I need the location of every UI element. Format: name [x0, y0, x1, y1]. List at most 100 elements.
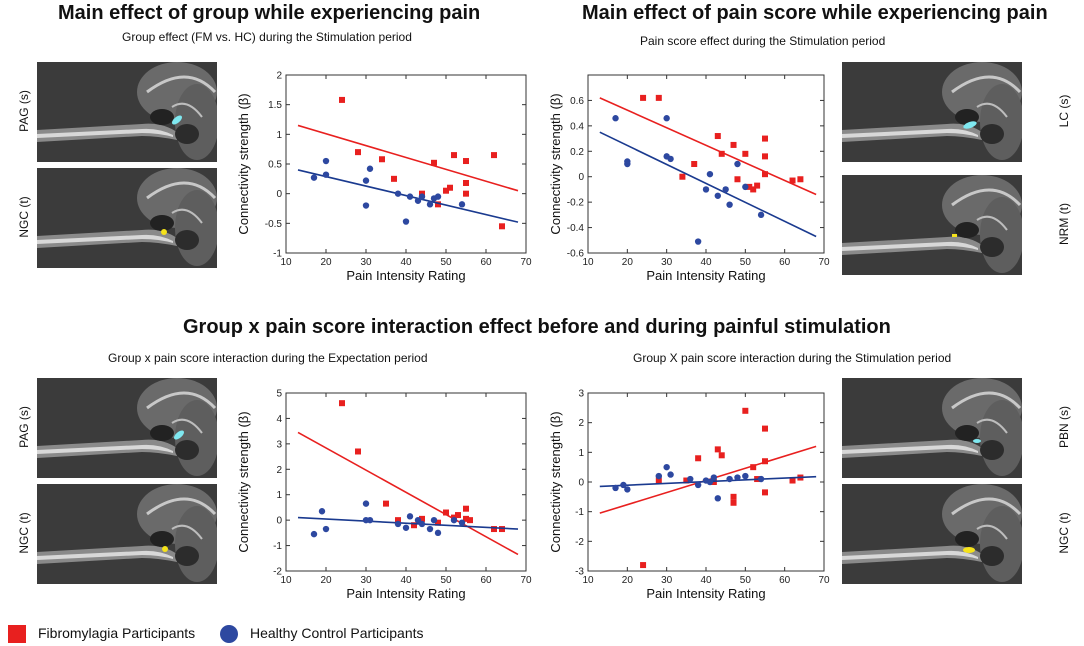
subtitle-panel3: Group x pain score interaction during th…	[108, 351, 428, 365]
fm-point	[355, 448, 361, 455]
plot-frame	[285, 392, 527, 572]
fm-point	[455, 512, 461, 519]
label-p3-top: PAG (s)	[17, 406, 31, 448]
hc-point	[706, 478, 714, 486]
plot-frame	[587, 74, 825, 254]
roi-marker	[162, 546, 168, 552]
fm-point	[762, 489, 768, 496]
fm-point	[655, 94, 662, 101]
hc-point	[322, 157, 330, 165]
fm-fit-line	[297, 124, 519, 192]
y-tick-label: 0	[578, 172, 584, 183]
fm-point	[789, 477, 796, 484]
y-axis-label: Connectivity strength (β)	[236, 93, 251, 234]
fm-point	[443, 509, 449, 516]
fm-point	[762, 153, 768, 160]
fm-point	[499, 223, 505, 230]
x-tick-label: 30	[360, 575, 372, 586]
chart-pain-effect: 10 20 30 40 50 60 70 -0.6 -0.4 -0.2 0 0.2 0.4 0.6 Pain…	[548, 74, 830, 283]
fm-point	[730, 493, 737, 500]
hc-point	[458, 201, 466, 208]
heading-pain-effect: Main effect of pain score while experien…	[582, 2, 1048, 24]
fm-point	[463, 158, 469, 165]
chart-group-effect: 10 20 30 40 50 60 70 -1 -0.5 0 0.5 1 1.5 2 Pain Intens…	[236, 71, 532, 284]
hc-point	[434, 529, 442, 537]
x-tick-label: 40	[400, 257, 412, 268]
brain-image-p4-bottom	[842, 484, 1022, 584]
label-p2-bottom: NRM (t)	[1057, 203, 1071, 245]
y-axis-label: Connectivity strength (β)	[236, 411, 251, 552]
hc-point	[726, 201, 733, 208]
plot-area	[297, 96, 519, 230]
y-tick-label: 0.2	[570, 147, 584, 158]
hc-point	[310, 174, 318, 181]
hc-point	[394, 190, 402, 197]
x-tick-label: 60	[480, 257, 492, 268]
y-tick-label: 5	[276, 389, 282, 400]
y-tick-label: 3	[276, 439, 282, 450]
hc-point	[402, 218, 410, 225]
hc-point	[362, 500, 370, 507]
y-tick-label: 1	[578, 448, 584, 459]
hc-point	[722, 186, 729, 193]
fm-point	[383, 500, 389, 507]
label-p3-bottom: NGC (t)	[17, 512, 31, 554]
x-tick-label: 70	[818, 575, 830, 586]
subtitle-panel2: Pain score effect during the Stimulation…	[640, 34, 886, 48]
hc-point	[426, 201, 434, 208]
hc-point	[757, 475, 765, 483]
hc-point	[687, 475, 694, 483]
hc-point	[406, 193, 414, 200]
roi-marker	[963, 547, 975, 553]
x-tick-label: 30	[360, 257, 372, 268]
hc-point	[366, 516, 374, 524]
fm-point	[683, 477, 690, 484]
legend-fm-label: Fibromylagia Participants	[38, 625, 196, 641]
roi-marker	[963, 121, 977, 129]
fm-point	[379, 156, 385, 163]
fm-point	[640, 562, 647, 569]
brain-image-p3-bottom	[37, 484, 217, 584]
fm-point	[762, 425, 768, 432]
hc-point	[624, 160, 631, 168]
fm-point	[797, 176, 804, 183]
hc-point	[757, 211, 765, 219]
x-tick-label: 70	[520, 575, 532, 586]
fm-fit-line	[599, 97, 817, 196]
hc-point	[450, 516, 458, 524]
hc-point	[667, 471, 674, 478]
fm-point	[491, 526, 497, 533]
y-tick-label: -0.2	[567, 198, 585, 209]
hc-point	[663, 115, 670, 122]
fm-point	[714, 446, 721, 453]
fm-point	[789, 177, 796, 184]
hc-point	[624, 486, 631, 493]
hc-point	[706, 170, 714, 178]
y-tick-label: 1.5	[268, 100, 282, 111]
hc-point	[742, 472, 749, 480]
hc-fit-line	[297, 516, 519, 530]
label-p4-top: PBN (s)	[1057, 406, 1071, 448]
y-tick-label: 3	[578, 389, 584, 400]
x-tick-label: 30	[661, 575, 673, 586]
hc-point	[726, 475, 733, 483]
x-axis-label: Pain Intensity Rating	[346, 268, 465, 283]
x-tick-label: 50	[440, 575, 452, 586]
fm-point	[730, 141, 737, 148]
y-tick-label: 0.6	[570, 96, 584, 107]
hc-fit-line	[599, 131, 817, 238]
y-tick-label: 1	[276, 490, 282, 501]
subtitle-panel4: Group X pain score interaction during th…	[633, 351, 952, 365]
x-tick-label: 20	[320, 257, 332, 268]
x-tick-label: 10	[280, 257, 292, 268]
roi-marker	[952, 234, 957, 237]
fm-point	[339, 400, 345, 407]
y-axis-label: Connectivity strength (β)	[548, 93, 563, 234]
y-tick-label: -0.5	[265, 219, 283, 230]
roi-marker	[174, 430, 184, 440]
x-tick-label: 70	[520, 257, 532, 268]
x-tick-label: 10	[582, 575, 594, 586]
x-tick-label: 30	[661, 257, 673, 268]
x-tick-label: 40	[400, 575, 412, 586]
x-tick-label: 10	[280, 575, 292, 586]
